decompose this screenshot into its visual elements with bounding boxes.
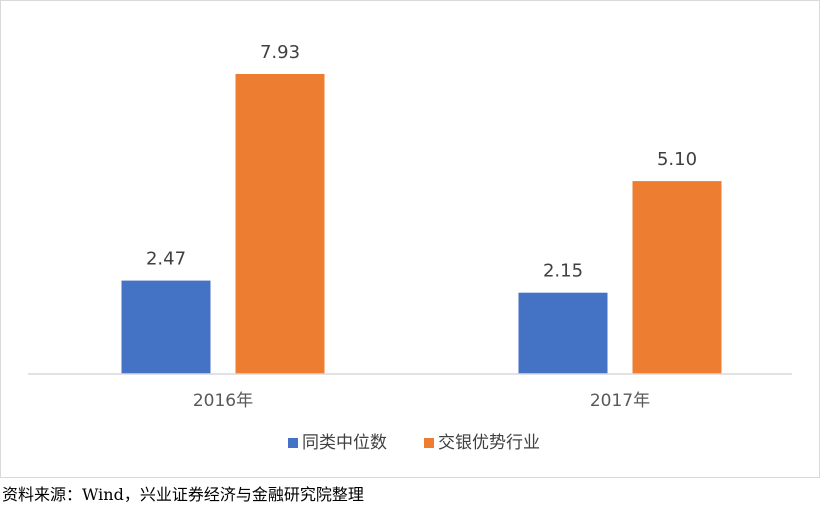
legend-swatch — [288, 438, 298, 448]
legend-label: 交银优势行业 — [438, 433, 540, 453]
bar-median-1 — [121, 280, 211, 374]
bar-chart: 2.47 7.93 2016年 2.15 5.10 2017年 同类中位数 交银优势行业 — [0, 0, 820, 478]
x-tick-label: 2016年 — [193, 391, 253, 411]
legend: 同类中位数 交银优势行业 — [288, 433, 540, 453]
bar-median-2 — [518, 292, 608, 374]
bar-fund-2 — [632, 181, 722, 374]
legend-swatch — [424, 438, 434, 448]
data-label: 5.10 — [657, 149, 697, 170]
legend-label: 同类中位数 — [302, 433, 387, 453]
data-label: 2.15 — [543, 261, 583, 282]
bar-fund-1 — [235, 74, 325, 374]
x-tick-label: 2017年 — [590, 391, 650, 411]
bars-layer — [121, 74, 722, 374]
chart-frame: 2.47 7.93 2016年 2.15 5.10 2017年 同类中位数 交银优势行业 — [0, 0, 820, 478]
labels-layer: 2.47 7.93 2016年 2.15 5.10 2017年 — [146, 42, 697, 411]
data-label: 7.93 — [260, 42, 300, 63]
source-note: 资料来源：Wind，兴业证券经济与金融研究院整理 — [2, 485, 364, 504]
data-label: 2.47 — [146, 249, 186, 270]
